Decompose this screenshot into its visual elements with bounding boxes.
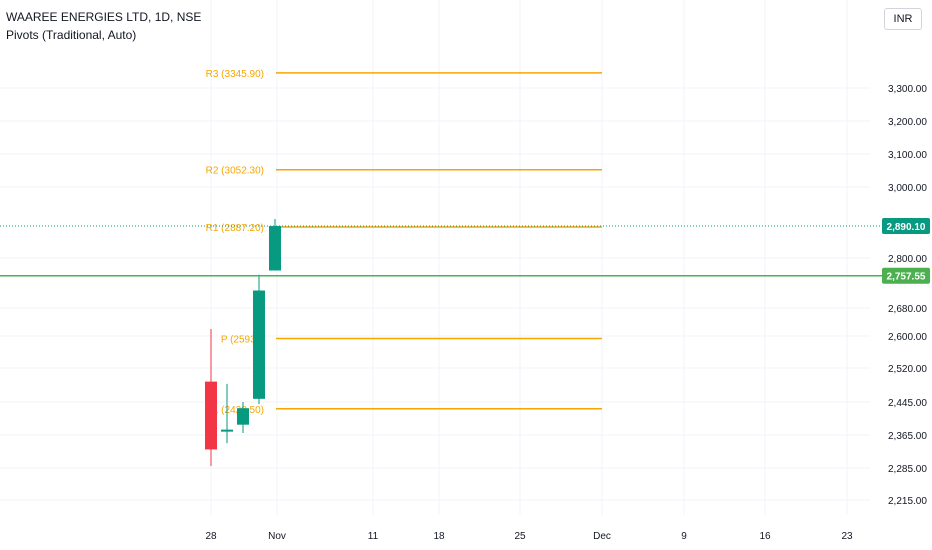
y-tick-label: 2,365.00 [888,431,927,442]
price-labels: 2,890.10 2,757.55 [0,218,930,284]
price-axis: 3,300.00 3,200.00 3,100.00 3,000.00 2,800.00… [888,84,927,507]
y-tick-label: 2,445.00 [888,398,927,409]
candle-body [253,290,265,399]
pivot-label: P (2593.6 [221,335,265,346]
x-tick-label: Nov [268,531,286,542]
y-tick-label: 2,800.00 [888,254,927,265]
pivot-label: R1 (2887.20) [206,223,264,234]
y-tick-label: 2,285.00 [888,464,927,475]
candle-body [237,408,249,425]
y-tick-label: 2,520.00 [888,364,927,375]
x-tick-label: 11 [368,531,379,542]
x-tick-label: 28 [205,531,217,542]
symbol-title[interactable]: WAAREE ENERGIES LTD, 1D, NSE [6,10,202,24]
candle-body [205,381,217,450]
y-tick-label: 3,100.00 [888,150,927,161]
y-tick-label: 3,000.00 [888,183,927,194]
indicator-title[interactable]: Pivots (Traditional, Auto) [6,28,137,42]
y-tick-label: 3,300.00 [888,84,927,95]
x-tick-label: 16 [759,531,771,542]
last-price-badge: 2,890.10 [887,222,926,233]
x-tick-label: 23 [841,531,853,542]
grid-lines [0,0,870,515]
x-tick-label: 9 [681,531,687,542]
candle-body [221,429,233,432]
y-tick-label: 2,680.00 [888,304,927,315]
x-tick-label: 18 [433,531,445,542]
x-tick-label: 25 [514,531,526,542]
current-price-badge: 2,757.55 [887,272,926,283]
y-tick-label: 2,215.00 [888,496,927,507]
last-price-badge-bg [882,218,930,235]
time-axis: 28 Nov 11 18 25 Dec 9 16 23 [205,531,853,542]
pivot-lines: R3 (3345.90) R2 (3052.30) R1 (2887.20) P (2… [206,69,602,416]
pivot-label: R2 (3052.30) [206,166,264,177]
current-price-badge-bg [882,267,930,284]
currency-button[interactable]: INR [884,8,922,30]
candle-body [269,226,281,271]
y-tick-label: 2,600.00 [888,332,927,343]
pivot-label: R3 (3345.90) [206,69,264,80]
x-tick-label: Dec [593,531,611,542]
chart-legend: WAAREE ENERGIES LTD, 1D, NSE Pivots (Tra… [6,8,201,44]
y-tick-label: 3,200.00 [888,117,927,128]
pivot-label: S1 (2428.50) [206,405,264,416]
candlesticks [205,218,281,466]
